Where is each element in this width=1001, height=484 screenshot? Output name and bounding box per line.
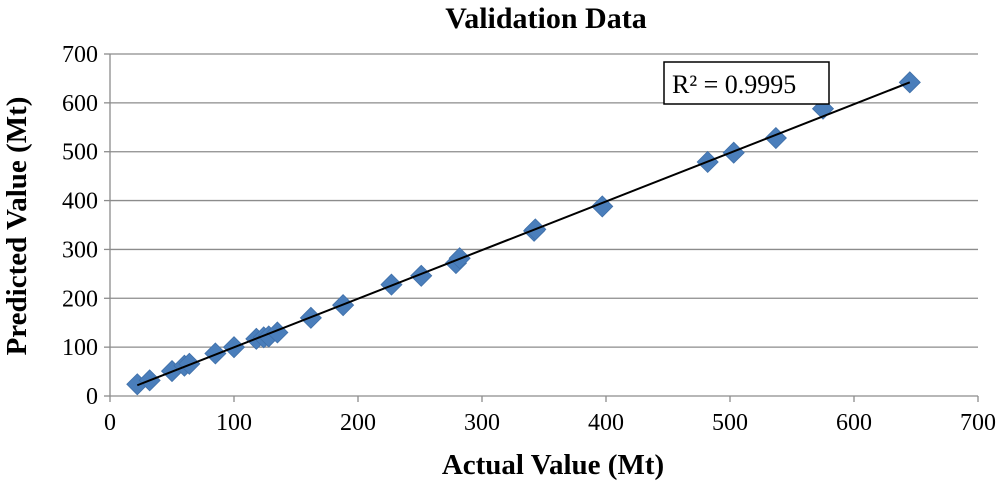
y-axis-label: Predicted Value (Mt): [1, 97, 33, 356]
data-point-5: [178, 352, 201, 375]
x-tick-label-500: 500: [712, 410, 748, 436]
chart-title: Validation Data: [445, 2, 646, 35]
trendline: [136, 81, 911, 387]
data-point-6: [204, 342, 227, 365]
y-tick-label-200: 200: [62, 286, 98, 312]
trendline-group: [136, 81, 911, 387]
data-point-22: [722, 141, 745, 164]
y-tick-label-0: 0: [86, 384, 98, 410]
y-tick-label-300: 300: [62, 237, 98, 263]
y-tick-label-400: 400: [62, 189, 98, 215]
y-tick-label-500: 500: [62, 140, 98, 166]
gridlines: [110, 53, 978, 348]
x-tick-label-700: 700: [960, 410, 996, 436]
annotation-box: [663, 61, 830, 105]
r-squared-label: R² = 0.9995: [672, 70, 796, 99]
data-point-15: [410, 264, 433, 287]
y-tick-label-600: 600: [62, 91, 98, 117]
x-tick-label-0: 0: [104, 410, 116, 436]
x-tick-label-300: 300: [464, 410, 500, 436]
r-squared-annotation: R² = 0.9995: [663, 61, 830, 105]
x-axis-label: Actual Value (Mt): [442, 449, 664, 481]
x-tick-label-600: 600: [836, 410, 872, 436]
axes: [109, 54, 978, 397]
y-axis-ticks: 0 100 200 300 400 500 600 700: [62, 42, 110, 410]
x-tick-label-400: 400: [588, 410, 624, 436]
x-tick-label-100: 100: [216, 410, 252, 436]
y-tick-label-100: 100: [62, 335, 98, 361]
y-tick-label-700: 700: [62, 42, 98, 68]
x-tick-label-200: 200: [340, 410, 376, 436]
x-axis-ticks: 0 100 200 300 400 500 600 700: [104, 396, 996, 436]
